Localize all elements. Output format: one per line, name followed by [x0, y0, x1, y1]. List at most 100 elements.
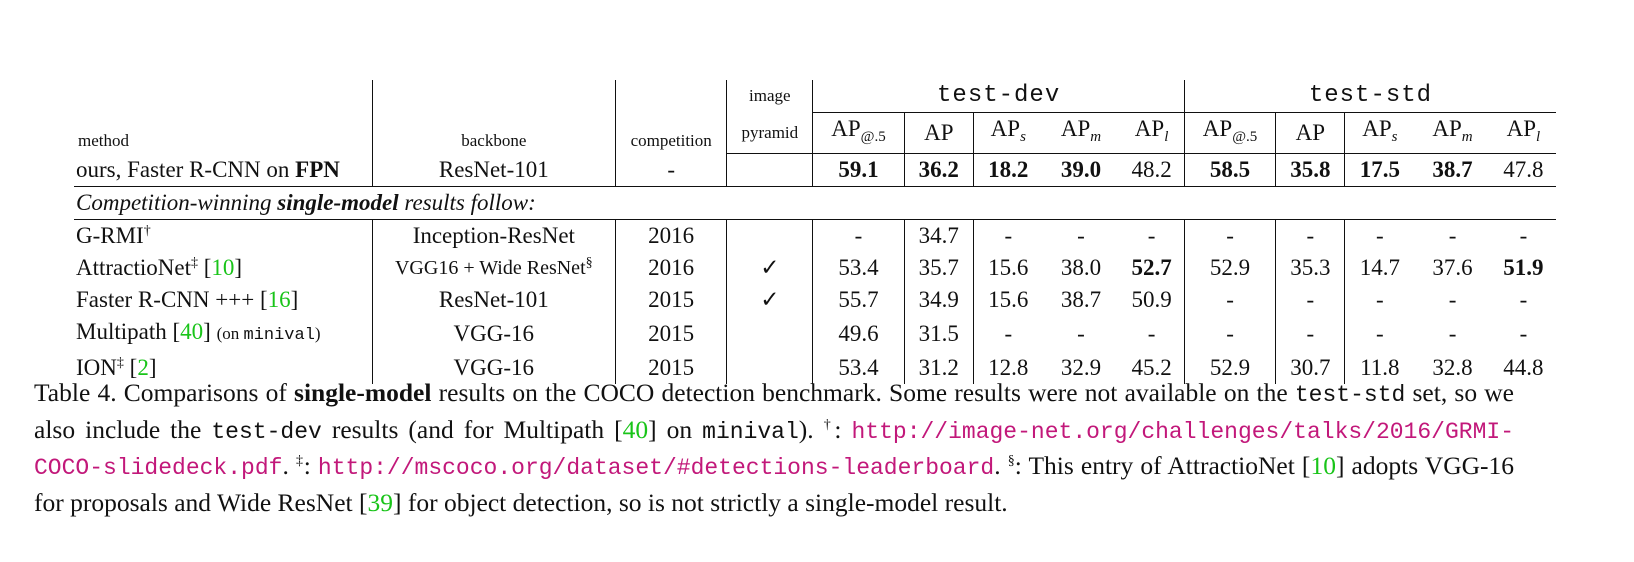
method-cell: AttractioNet‡ [10] [74, 252, 373, 284]
ref-10-link[interactable]: 10 [1310, 451, 1336, 480]
section-row: Competition-winning single-model results… [74, 186, 1556, 220]
method-header: method [78, 130, 129, 150]
std-value-cell: - [1376, 223, 1384, 248]
dev-value-cell: - [1119, 316, 1185, 352]
std-value-cell: - [1376, 321, 1384, 346]
dev-value-cell: - [1119, 219, 1185, 252]
section-label: Competition-winning single-model results… [74, 186, 1556, 220]
ref-link[interactable]: 10 [211, 255, 235, 280]
dev-value-cell: - [1077, 223, 1085, 248]
std-value-cell: - [1519, 287, 1528, 312]
pyramid-cell: ✓ [726, 252, 814, 284]
dev-value-cell: 53.4 [812, 352, 905, 384]
dev-value-cell: 53.4 [812, 252, 905, 284]
pyramid-header-line2: pyramid [726, 112, 814, 154]
pyramid-cell: ✓ [726, 284, 814, 316]
ours-pyramid [726, 153, 814, 187]
competition-cell: 2015 [615, 316, 728, 352]
results-table: method backbone competition image test-d… [74, 80, 1556, 384]
std-value-cell: 30.7 [1275, 352, 1346, 384]
mscoco-url-link[interactable]: http://mscoco.org/dataset/#detections-le… [317, 455, 995, 481]
dev-value-cell: 31.2 [904, 352, 974, 384]
std-value-cell: - [1184, 284, 1277, 316]
dev-apm-header: APm [1042, 112, 1120, 154]
ours-std-apm: 38.7 [1414, 153, 1491, 187]
table-caption: Table 4. Comparisons of single-model res… [34, 378, 1515, 517]
dev-value-cell: 34.9 [904, 284, 974, 316]
dev-value-cell: 49.6 [812, 316, 905, 352]
ref-39-link[interactable]: 39 [367, 487, 393, 517]
std-value-cell: 44.8 [1503, 355, 1544, 380]
dev-value-cell: - [812, 219, 905, 252]
dev-apl-header: APl [1119, 112, 1185, 154]
std-value-cell: - [1519, 223, 1528, 248]
grmi-url-link[interactable]: http://image-net.org/challenges/talks/20… [34, 418, 1514, 482]
backbone-cell: VGG-16 [372, 352, 617, 384]
ours-competition: - [615, 153, 728, 187]
table-row: AttractioNet‡ [10] VGG16 + Wide ResNet§ 20… [74, 252, 1556, 284]
ours-std-aps: 17.5 [1344, 153, 1415, 187]
method-cell: G-RMI† [74, 219, 373, 252]
backbone-cell: Inception-ResNet [372, 219, 617, 252]
dev-value-cell: 38.0 [1060, 255, 1102, 280]
backbone-cell: ResNet-101 [372, 284, 617, 316]
std-value-cell: - [1376, 287, 1384, 312]
std-apl-header: APl [1490, 112, 1556, 154]
backbone-header: backbone [461, 130, 527, 150]
ref-link[interactable]: 40 [180, 319, 204, 344]
competition-cell: 2015 [615, 284, 728, 316]
ours-dev-ap50: 59.1 [812, 153, 905, 187]
dev-value-cell: - [1077, 321, 1085, 346]
dev-value-cell: 12.8 [988, 355, 1029, 380]
ours-dev-apm: 39.0 [1042, 153, 1120, 187]
dev-value-cell: 55.7 [812, 284, 905, 316]
dev-value-cell: 32.9 [1060, 355, 1102, 380]
std-value-cell: 37.6 [1432, 255, 1473, 280]
std-value-cell: - [1448, 321, 1457, 346]
ours-backbone: ResNet-101 [372, 153, 617, 187]
method-cell: Faster R-CNN +++ [16] [74, 284, 373, 316]
ours-dev-aps: 18.2 [973, 153, 1043, 187]
method-cell: Multipath [40] (on minival) [74, 316, 373, 352]
competition-cell: 2016 [615, 219, 728, 252]
std-value-cell: - [1448, 287, 1457, 312]
dev-value-cell: 35.7 [904, 252, 974, 284]
ours-std-apl: 47.8 [1490, 153, 1556, 187]
dev-value-cell: 15.6 [988, 287, 1029, 312]
std-apm-header: APm [1414, 112, 1491, 154]
table-row: ION‡ [2] VGG-16 2015 53.4 31.2 12.8 32.9 45.2 52… [74, 352, 1556, 384]
method-cell: ION‡ [2] [74, 352, 373, 384]
std-value-cell: - [1448, 223, 1457, 248]
std-aps-header: APs [1344, 112, 1415, 154]
std-ap50-header: AP@.5 [1184, 112, 1277, 154]
ref-40-link[interactable]: 40 [622, 414, 649, 444]
header-row-1: method backbone competition image test-d… [74, 80, 1556, 154]
dev-value-cell: 50.9 [1119, 284, 1185, 316]
competition-cell: 2015 [615, 352, 728, 384]
dev-ap-header: AP [904, 112, 974, 154]
table-row: Faster R-CNN +++ [16] ResNet-101 2015 ✓ 55.7… [74, 284, 1556, 316]
std-value-cell: 11.8 [1360, 355, 1400, 380]
dev-value-cell: - [1004, 223, 1013, 248]
backbone-cell: VGG16 + Wide ResNet§ [372, 252, 617, 284]
ours-dev-apl: 48.2 [1119, 153, 1185, 187]
pyramid-cell [726, 316, 814, 352]
ref-link[interactable]: 2 [137, 355, 149, 380]
std-ap-header: AP [1275, 112, 1346, 154]
std-value-cell: 52.9 [1184, 252, 1277, 284]
dev-value-cell: 15.6 [988, 255, 1029, 280]
dev-value-cell: 52.7 [1119, 252, 1185, 284]
dev-value-cell: 45.2 [1119, 352, 1185, 384]
table-row: Multipath [40] (on minival) VGG-16 2015 49.… [74, 316, 1556, 352]
dev-ap50-header: AP@.5 [812, 112, 905, 154]
std-value-cell: 35.3 [1275, 252, 1346, 284]
ref-link[interactable]: 16 [267, 287, 291, 312]
backbone-cell: VGG-16 [372, 316, 617, 352]
ours-std-ap50: 58.5 [1184, 153, 1277, 187]
std-value-cell: - [1275, 284, 1346, 316]
pyramid-cell [726, 219, 814, 252]
pyramid-cell [726, 352, 814, 384]
ours-row: ours, Faster R-CNN on FPN ResNet-101 - 5… [74, 153, 1556, 187]
table-row: G-RMI† Inception-ResNet 2016-34.7- - - - - - - - [74, 219, 1556, 252]
std-value-cell: 52.9 [1184, 352, 1277, 384]
